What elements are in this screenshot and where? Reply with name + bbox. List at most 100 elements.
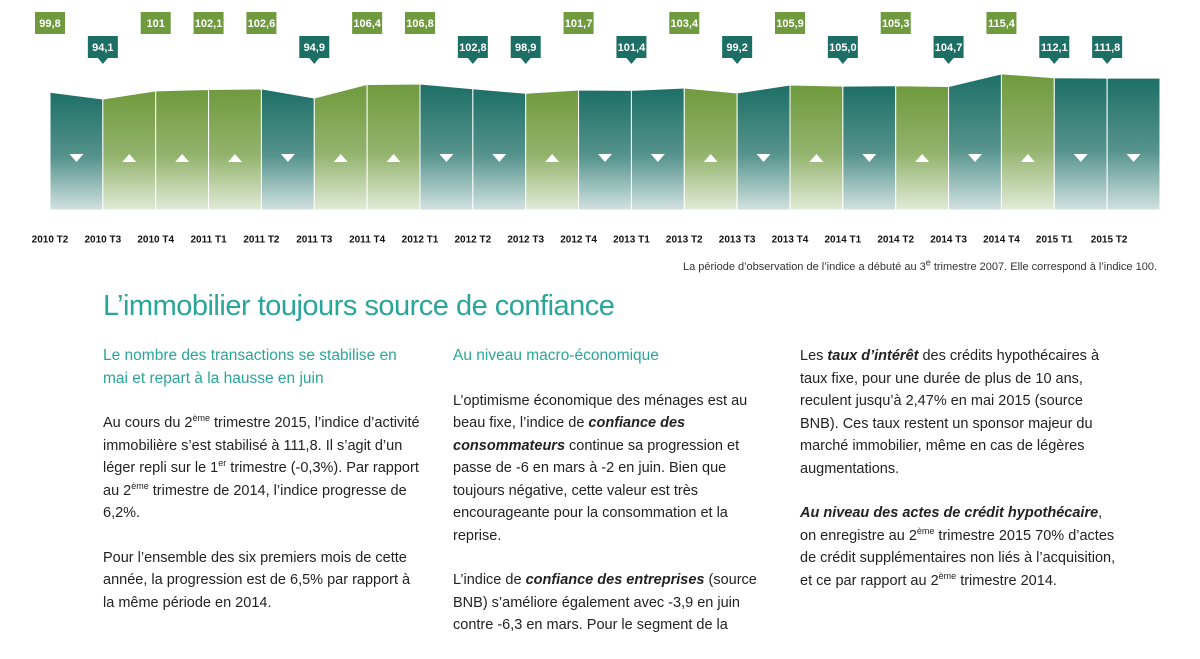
text-run: Au cours du 2 [103,415,193,431]
text-run: trimestre de 2014, l’indice progresse de… [103,482,407,522]
trend-arrow [386,154,401,162]
value-box [775,12,805,34]
text-run: Pour l’ensemble des six premiers mois de… [103,549,411,611]
trend-arrow [175,154,190,162]
superscript: e [925,257,931,268]
value-label: 94,1 [92,42,113,54]
value-label: 112,1 [1041,42,1068,54]
value-label: 101,7 [565,18,593,30]
value-box-notch [467,58,478,64]
x-tick-label: 2013 T4 [772,235,809,246]
superscript: ème [131,480,149,491]
area-segment [155,89,210,211]
area-segment [102,90,157,211]
value-label: 106,8 [406,18,434,30]
area-segment [948,73,1002,211]
value-box [35,12,65,34]
area-segment [630,87,685,211]
value-label: 101 [147,18,165,30]
text-run: (source BNB) s’améliore également avec -… [453,572,757,633]
area-segment [683,87,738,211]
text-run: trimestre (-0,3%). Par rapport au 2 [103,460,419,499]
paragraph: L’optimisme économique des ménages est a… [453,390,763,548]
value-label: 105,3 [882,18,910,30]
x-tick-label: 2012 T4 [560,235,597,246]
x-tick-label: 2011 T3 [296,235,333,246]
emphasis: confiance des consommateurs [453,415,686,454]
value-box-notch [309,58,320,64]
paragraph: Pour l’ensemble des six premiers mois de… [103,547,423,615]
trend-arrow [650,154,665,162]
x-tick-label: 2013 T2 [666,235,703,246]
paragraph: Les taux d’intérêt des crédits hypothéca… [800,345,1120,480]
value-label: 99,2 [726,42,747,54]
trend-arrow [439,154,454,162]
column-subtitle: Au niveau macro-économique [453,347,659,364]
value-box-notch [520,58,531,64]
chart-note: La période d’observation de l’indice a d… [682,258,1157,273]
trend-arrow [545,154,560,162]
area-segment [1000,73,1055,211]
text-run: continue sa progression et passe de -6 e… [453,437,740,544]
x-tick-label: 2011 T4 [349,235,386,246]
trend-arrow [756,154,771,162]
value-box [87,36,118,58]
trend-arrow [703,154,718,162]
x-tick-label: 2012 T2 [455,235,492,246]
value-box [669,12,700,34]
page: 99,8 2010 T2 94,1 2010 T3 101 2010 T4 102,1 201… [31,12,1161,633]
value-label: 106,4 [353,18,381,30]
value-box [1092,36,1123,58]
text-run: trimestre 2007. Elle correspond à l’indi… [930,261,1157,273]
trend-arrow [862,154,877,162]
value-label: 94,9 [304,42,325,54]
value-box [193,12,224,34]
x-tick-label: 2015 T2 [1091,235,1128,246]
trend-arrow [69,154,84,162]
column: Les taux d’intérêt des crédits hypothéca… [800,345,1120,614]
trend-arrow [333,154,348,162]
area-segment [313,83,368,211]
x-tick-label: 2014 T2 [877,235,914,246]
paragraph: L’indice de confiance des entreprises (s… [453,569,763,637]
text-run: , on enregistre au 2 [800,505,1103,544]
column: Au niveau macro-économique L’optimisme éc… [453,345,763,659]
text-run: L’optimisme économique des ménages est a… [453,392,748,432]
area-segment [1106,77,1161,211]
x-tick-label: 2012 T1 [402,235,439,246]
value-label: 104,7 [935,42,963,54]
value-label: 111,8 [1094,42,1120,54]
area-segment [578,89,632,211]
area-segment [1053,77,1108,211]
area-segment [419,83,474,211]
value-box [722,36,753,58]
superscript: ème [916,525,935,536]
paragraph: Au niveau des actes de crédit hypothécai… [800,502,1120,592]
emphasis: confiance des entreprises [525,572,705,588]
text-run: trimestre 2015 70% d’actes de crédit sup… [800,527,1116,589]
value-box [1039,36,1070,58]
area-segment [895,85,950,211]
superscript: ème [938,570,957,581]
value-box [510,36,541,58]
value-box [933,36,964,58]
value-label: 98,9 [515,42,536,54]
value-label: 115,4 [988,18,1016,30]
text-run: L’indice de [453,572,526,588]
value-box [880,12,911,34]
value-box [299,36,330,58]
area-segment [525,89,580,211]
value-box [563,12,594,34]
value-label: 102,1 [195,18,223,30]
area-segment [366,83,421,211]
value-box-notch [732,58,743,64]
superscript: ème [192,413,210,424]
value-box [457,36,488,58]
area-segment [842,85,897,211]
text-run: La période d’observation de l’indice a d… [682,261,926,273]
value-label: 105,0 [829,42,857,54]
text-run: des crédits hypothécaires à taux fixe, p… [800,348,1100,477]
text-run: trimestre 2015, l’indice d’activité immo… [103,415,420,476]
area-segment [49,91,104,211]
x-tick-label: 2012 T3 [507,235,544,246]
